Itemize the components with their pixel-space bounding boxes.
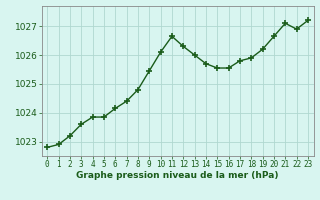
X-axis label: Graphe pression niveau de la mer (hPa): Graphe pression niveau de la mer (hPa) [76,171,279,180]
